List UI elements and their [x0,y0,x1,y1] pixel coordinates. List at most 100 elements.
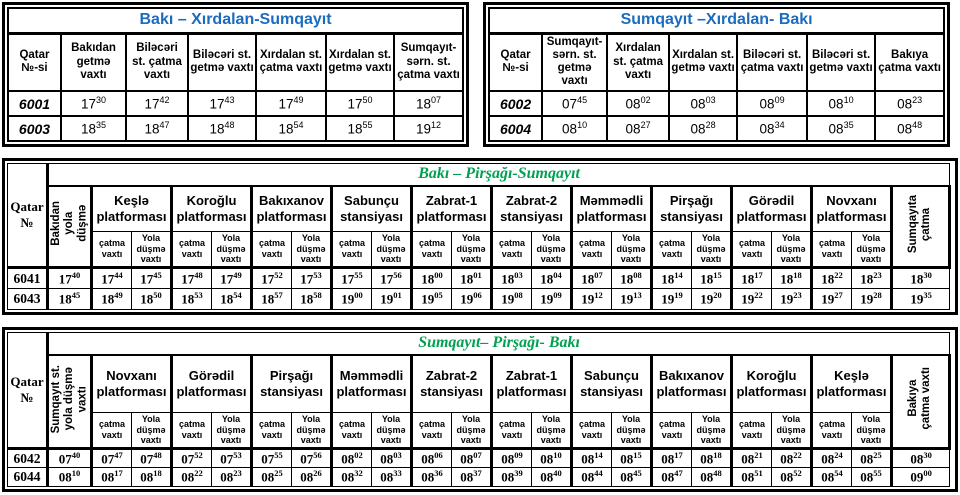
station-header: Sabunçu stansiyası [570,354,653,413]
time-hour: 08 [341,451,355,467]
time-minutes: 03 [705,95,716,106]
corner-train-number-label: Qatar № [7,163,49,268]
time-cell: 0755 [250,446,292,469]
arrive-label-text: Bakıya çatma vaxtı [907,367,933,431]
time-minutes: 45 [633,468,642,479]
time-minutes: 57 [274,290,283,301]
time-hour: 17 [144,96,160,112]
time-cell: 0803 [371,446,412,469]
station-header: Bakıxanov platforması [250,185,333,232]
train-number: 6002 [488,90,544,117]
time-cell: 0809 [736,90,809,117]
sub-header-arrival-time: çatma vaxtı [810,412,852,449]
time-cell: 0821 [730,446,772,469]
time-minutes: 23 [233,468,242,479]
time-hour: 08 [700,451,714,467]
time-hour: 08 [261,469,275,485]
time-cell: 0835 [806,115,877,142]
time-minutes: 25 [274,468,283,479]
time-hour: 19 [780,291,794,307]
time-cell: 1745 [131,266,172,289]
time-minutes: 06 [434,450,443,460]
time-hour: 08 [741,469,755,485]
time-minutes: 07 [473,450,482,460]
time-cell: 1800 [410,266,452,289]
time-hour: 18 [261,291,275,307]
time-minutes: 22 [834,269,843,280]
time-minutes: 48 [194,269,203,280]
sub-header-departure-time: Yola düşmə vaxtı [851,412,892,449]
time-hour: 08 [421,469,435,485]
time-cell: 1742 [125,90,189,117]
time-minutes: 43 [224,95,235,106]
time-minutes: 10 [71,468,81,479]
train-number: 6041 [7,266,49,289]
time-cell: 0837 [451,467,492,487]
time-hour: 08 [562,121,578,137]
time-cell: 0840 [531,467,572,487]
section-spacer [2,315,958,327]
time-minutes: 28 [873,290,882,301]
time-hour: 17 [380,271,394,287]
time-hour: 07 [562,96,578,112]
time-hour: 18 [278,121,294,137]
time-hour: 17 [101,271,115,287]
sub-header-departure-time: Yola düşmə vaxtı [451,412,492,449]
time-cell: 0814 [570,446,612,469]
time-minutes: 09 [774,95,785,106]
time-cell: 1919 [650,288,692,310]
time-cell: 1815 [691,266,732,289]
time-cell: 1854 [255,115,327,142]
time-hour: 07 [220,451,234,467]
time-minutes: 44 [114,269,123,280]
sub-header-departure-time: Yola düşmə vaxtı [371,231,412,268]
column-header: Xırdalan st. çatma vaxtı [255,32,327,92]
time-cell: 0847 [650,467,692,487]
time-cell: 0818 [131,467,172,487]
time-minutes: 01 [393,290,402,301]
column-header: Bakıdan getmə vaxtı [60,32,127,92]
time-hour: 18 [140,291,154,307]
time-cell: 0810 [806,90,877,117]
time-hour: 19 [860,291,874,307]
depart-time-cell: 1845 [47,288,92,310]
timetable-sumqayit-pirsagi-baku: Qatar № Sumqayıt– Pirşağı- Bakı Sumqayıt s… [7,332,952,487]
sub-header-arrival-time: çatma vaxtı [410,412,452,449]
time-minutes: 18 [793,269,802,280]
time-minutes: 10 [553,450,562,460]
sub-header-arrival-time: çatma vaxtı [330,231,372,268]
time-minutes: 00 [923,468,932,479]
time-cell: 1900 [330,288,372,310]
sub-header-departure-time: Yola düşmə vaxtı [131,412,172,449]
time-minutes: 20 [713,290,722,301]
arrive-time-cell: 1935 [889,288,951,310]
time-hour: 18 [540,271,554,287]
sub-header-arrival-time: çatma vaxtı [650,231,692,268]
time-cell: 0745 [541,90,609,117]
time-hour: 19 [910,291,924,307]
column-header: Biləcəri st. çatma vaxtı [736,32,809,92]
time-hour: 18 [860,271,874,287]
time-hour: 07 [261,451,275,467]
table-title: Bakı – Pirşağı-Sumqayıt [46,163,951,187]
time-hour: 18 [80,121,96,137]
time-cell: 0822 [771,446,812,469]
station-header: Görədil platforması [730,185,813,232]
time-cell: 0828 [668,115,739,142]
time-minutes: 12 [594,290,603,301]
time-cell: 1922 [730,288,772,310]
arrive-time-cell: 0900 [889,467,951,487]
time-minutes: 08 [514,290,523,301]
time-minutes: 02 [640,95,651,106]
depart-label-text: Sumqayıt st. yola düşmə vaxtı [49,364,89,433]
sub-header-arrival-time: çatma vaxtı [170,412,212,449]
time-hour: 18 [144,121,160,137]
time-hour: 08 [780,451,794,467]
time-cell: 0854 [810,467,852,487]
time-hour: 07 [58,451,72,467]
arrive-time-cell: 1830 [889,266,951,289]
time-cell: 1807 [570,266,612,289]
time-cell: 1912 [570,288,612,310]
station-header: Zabrat-2 stansiyası [490,185,573,232]
